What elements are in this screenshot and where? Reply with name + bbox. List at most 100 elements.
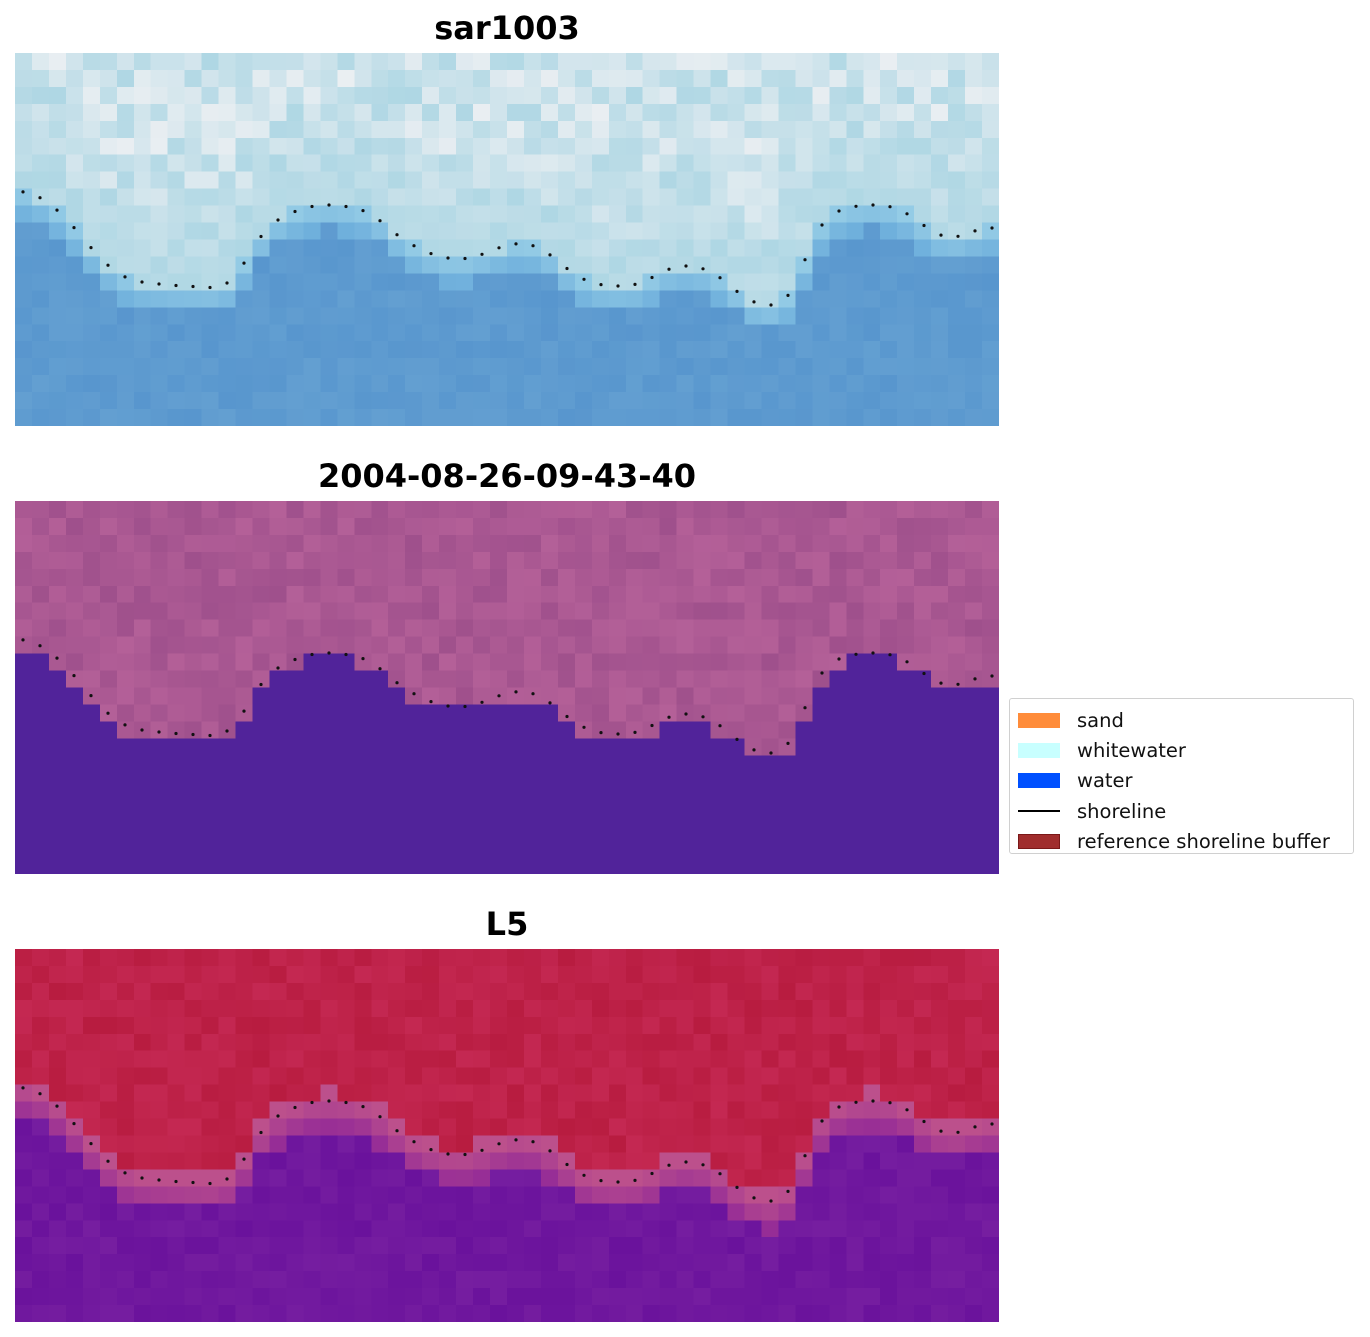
legend-label-water: water — [1077, 769, 1133, 793]
shoreline-dots — [21, 190, 994, 307]
shoreline-dot — [854, 652, 858, 656]
shoreline-dot — [514, 242, 518, 246]
shoreline-dot — [803, 706, 807, 710]
shoreline-dot — [38, 644, 42, 648]
shoreline-dot — [599, 731, 603, 735]
shoreline-dot — [990, 1122, 994, 1126]
legend-label-buffer: reference shoreline buffer — [1077, 830, 1330, 854]
shoreline-dot — [803, 258, 807, 262]
shoreline-dot — [548, 1149, 552, 1153]
shoreline-dot — [259, 1130, 263, 1135]
shoreline-dot — [871, 203, 875, 207]
shoreline-dot — [55, 208, 59, 212]
shoreline-dot — [378, 219, 382, 223]
shoreline-dot — [701, 715, 705, 719]
shoreline-dot — [735, 737, 739, 741]
shoreline-dot — [21, 1086, 25, 1090]
shoreline-dot — [276, 1114, 280, 1118]
shoreline-dot — [344, 652, 348, 657]
shoreline-dot — [106, 263, 110, 267]
shoreline-dot — [21, 190, 25, 194]
shoreline-dot — [769, 303, 773, 307]
shoreline-dot — [837, 1105, 841, 1109]
shoreline-dot — [293, 209, 297, 214]
shoreline-dot — [871, 651, 875, 655]
shoreline-dot — [429, 700, 433, 704]
shoreline-dot — [650, 1171, 654, 1176]
shoreline-dot — [157, 1178, 161, 1182]
shoreline-dot — [582, 277, 586, 281]
buffer-swatch — [1018, 834, 1060, 850]
shoreline-dot — [412, 692, 416, 696]
shoreline-dot — [684, 264, 688, 268]
shoreline-dot — [72, 1122, 76, 1126]
shoreline-dot — [480, 252, 484, 256]
shoreline-dot — [55, 1104, 59, 1108]
shoreline-dot — [939, 1129, 943, 1133]
shoreline-dot — [837, 209, 841, 213]
shoreline-dot — [89, 246, 93, 250]
shoreline-dot — [480, 700, 484, 704]
legend-item-whitewater: whitewater — [1018, 735, 1345, 765]
shoreline-dot — [922, 671, 926, 676]
shoreline-dot — [888, 205, 892, 209]
shoreline-dot — [429, 252, 433, 256]
shoreline-dot — [89, 1142, 93, 1146]
shoreline-dot — [837, 657, 841, 661]
shoreline-dot — [293, 1105, 297, 1110]
shoreline-dot — [684, 1160, 688, 1164]
shoreline-dot — [140, 728, 144, 732]
legend: sand whitewater water shoreline referenc… — [1009, 698, 1354, 854]
shoreline-dot — [633, 1178, 637, 1182]
shoreline-dot — [191, 1180, 195, 1185]
shoreline-dot — [446, 704, 450, 708]
shoreline-dot — [395, 233, 399, 237]
shoreline-dot — [123, 1171, 127, 1175]
shoreline-dot — [769, 1199, 773, 1203]
shoreline-dot — [89, 694, 93, 698]
shoreline-dot — [582, 725, 586, 729]
legend-label-sand: sand — [1077, 708, 1124, 732]
shoreline-dot — [344, 204, 348, 209]
shoreline-dot — [174, 283, 178, 288]
shoreline-dot — [667, 267, 671, 271]
shoreline-dot — [786, 741, 790, 745]
shoreline-dot — [446, 1152, 450, 1156]
shoreline-dot — [735, 1185, 739, 1189]
shoreline-dot — [293, 657, 297, 662]
shoreline-dot — [565, 266, 569, 271]
shoreline-dot — [72, 226, 76, 230]
shoreline-dot — [123, 275, 127, 279]
shoreline-dot — [480, 1148, 484, 1152]
shoreline-dot — [429, 1148, 433, 1152]
shoreline-dot — [820, 1119, 824, 1123]
shoreline-dot — [123, 723, 127, 727]
classified-image-panel — [15, 501, 999, 874]
shoreline-dot — [956, 682, 960, 686]
shoreline-dot — [463, 704, 467, 709]
shoreline-dot — [735, 289, 739, 293]
shoreline-dot — [990, 674, 994, 678]
shoreline-dot — [259, 234, 263, 239]
shoreline-dot — [208, 1181, 212, 1186]
shoreline-dot — [276, 666, 280, 670]
shoreline-dot — [310, 1100, 314, 1105]
shoreline-dot — [310, 204, 314, 209]
shoreline-dot — [140, 280, 144, 284]
shoreline-dot — [497, 1142, 501, 1146]
shoreline-dot — [786, 1189, 790, 1193]
shoreline-dot — [361, 1105, 365, 1109]
shoreline-dot — [718, 276, 722, 280]
shoreline-dot — [548, 253, 552, 257]
shoreline-dot — [565, 714, 569, 719]
shoreline-dot — [327, 203, 331, 207]
shoreline-dot — [718, 724, 722, 728]
shoreline-swatch — [1018, 810, 1060, 813]
shoreline-dots — [21, 638, 994, 755]
shoreline-dot — [225, 1177, 229, 1181]
shoreline-dot — [259, 682, 263, 687]
shoreline-dot — [310, 652, 314, 657]
shoreline-dot — [701, 267, 705, 271]
rgb-pixels — [15, 53, 999, 426]
whitewater-swatch — [1018, 743, 1060, 759]
